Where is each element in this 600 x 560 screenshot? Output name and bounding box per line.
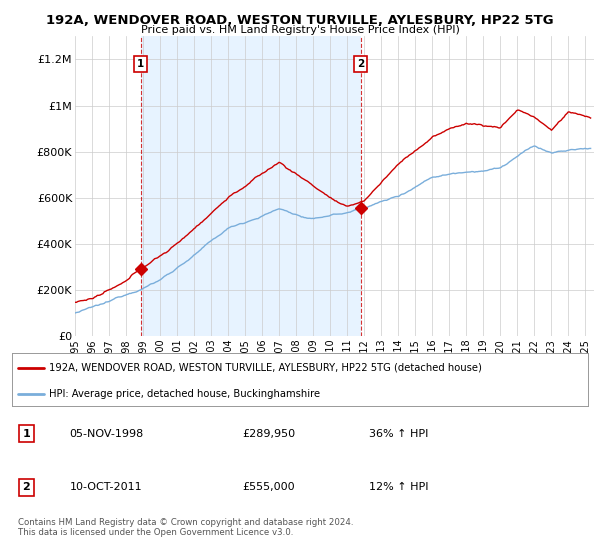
Text: 2: 2 [357, 59, 364, 69]
Text: HPI: Average price, detached house, Buckinghamshire: HPI: Average price, detached house, Buck… [49, 389, 320, 399]
Text: 10-OCT-2011: 10-OCT-2011 [70, 482, 142, 492]
Text: Price paid vs. HM Land Registry's House Price Index (HPI): Price paid vs. HM Land Registry's House … [140, 25, 460, 35]
Text: Contains HM Land Registry data © Crown copyright and database right 2024.
This d: Contains HM Land Registry data © Crown c… [18, 518, 353, 538]
Text: 1: 1 [137, 59, 144, 69]
Text: 36% ↑ HPI: 36% ↑ HPI [369, 429, 428, 439]
Text: 12% ↑ HPI: 12% ↑ HPI [369, 482, 428, 492]
Text: £555,000: £555,000 [242, 482, 295, 492]
Bar [140, 36, 361, 336]
Text: 2: 2 [23, 482, 30, 492]
Text: 192A, WENDOVER ROAD, WESTON TURVILLE, AYLESBURY, HP22 5TG (detached house): 192A, WENDOVER ROAD, WESTON TURVILLE, AY… [49, 363, 482, 373]
Text: 1: 1 [23, 429, 30, 439]
Text: 05-NOV-1998: 05-NOV-1998 [70, 429, 144, 439]
Text: £289,950: £289,950 [242, 429, 296, 439]
Text: 192A, WENDOVER ROAD, WESTON TURVILLE, AYLESBURY, HP22 5TG: 192A, WENDOVER ROAD, WESTON TURVILLE, AY… [46, 14, 554, 27]
